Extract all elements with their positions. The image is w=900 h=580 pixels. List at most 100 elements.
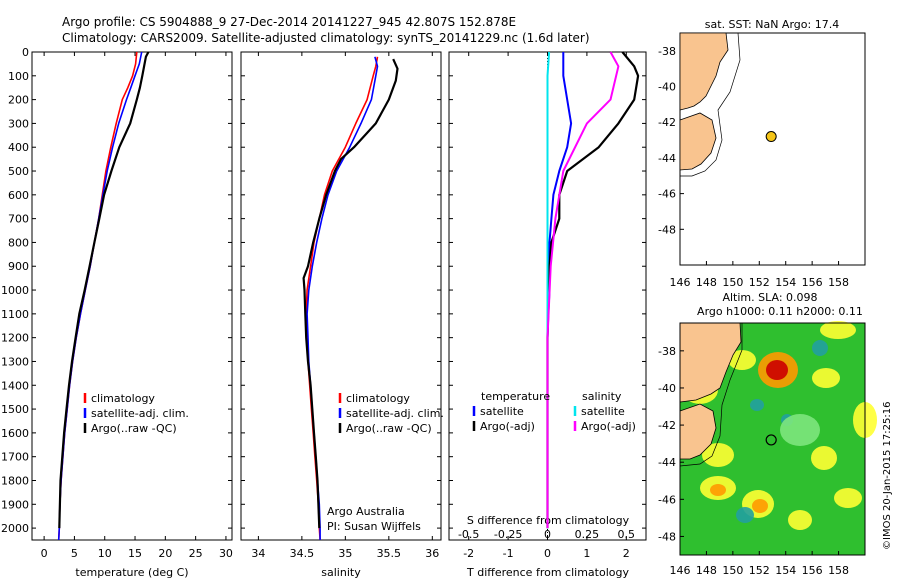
top-tick-label: -0.5 bbox=[458, 528, 479, 541]
map-y-tick-label: -42 bbox=[658, 419, 676, 432]
salinity-series-line bbox=[302, 58, 399, 529]
legend-label: Argo(..raw -QC) bbox=[346, 422, 432, 435]
top-tick-label: 0.5 bbox=[618, 528, 636, 541]
depth-tick-label: 600 bbox=[8, 189, 29, 202]
depth-tick-label: 1500 bbox=[1, 403, 29, 416]
map-y-tick-label: -46 bbox=[658, 493, 676, 506]
sst-map-title: sat. SST: NaN Argo: 17.4 bbox=[705, 18, 839, 31]
sla-map-title-2: Argo h1000: 0.11 h2000: 0.11 bbox=[697, 305, 863, 318]
x-tick-label: 0 bbox=[41, 547, 48, 560]
sla-anomaly-patch bbox=[766, 360, 788, 380]
temperature-plot-frame bbox=[31, 51, 233, 541]
mainland-shape bbox=[679, 322, 742, 403]
x-tick-label: -2 bbox=[463, 547, 474, 560]
legend-label: satellite bbox=[480, 405, 524, 418]
x-tick-label: 10 bbox=[98, 547, 112, 560]
x-tick-label: 5 bbox=[71, 547, 78, 560]
depth-tick-label: 100 bbox=[8, 70, 29, 83]
argo-position-marker bbox=[765, 434, 777, 446]
legend-label: satellite-adj. clim. bbox=[346, 407, 444, 420]
map-y-tick-label: -46 bbox=[658, 188, 676, 201]
depth-tick-label: 1400 bbox=[1, 379, 29, 392]
mainland-shape bbox=[679, 32, 729, 111]
x-tick-label: 34.5 bbox=[290, 547, 315, 560]
x-tick-label: 25 bbox=[189, 547, 203, 560]
bathymetry-contour bbox=[679, 323, 743, 467]
map-y-tick-label: -48 bbox=[658, 530, 676, 543]
sla-anomaly-patch bbox=[788, 510, 812, 530]
legend-group-title: temperature bbox=[481, 390, 550, 403]
salinity-panel: salinity Argo Australia PI: Susan Wijffe… bbox=[240, 51, 444, 579]
sla-anomaly-patch bbox=[752, 499, 768, 513]
map-x-tick-label: 156 bbox=[802, 276, 823, 289]
sst-map-panel: sat. SST: NaN Argo: 17.4 146 148 150 152 154… bbox=[658, 18, 866, 289]
salinity-note-1: Argo Australia bbox=[327, 505, 405, 518]
depth-tick-label: 1000 bbox=[1, 284, 29, 297]
sla-anomaly-patch bbox=[820, 321, 856, 339]
map-x-tick-label: 158 bbox=[828, 276, 849, 289]
sla-anomaly-patch bbox=[812, 368, 840, 388]
tasmania-shape bbox=[679, 112, 717, 171]
legend-label: Argo(-adj) bbox=[480, 420, 535, 433]
depth-tick-label: 700 bbox=[8, 213, 29, 226]
credit-text: ©IMOS 20-Jan-2015 17:25:16 bbox=[882, 402, 893, 550]
legend-label: climatology bbox=[91, 392, 155, 405]
x-tick-label: 1 bbox=[583, 547, 590, 560]
map-y-tick-label: -40 bbox=[658, 382, 676, 395]
map-x-tick-label: 150 bbox=[722, 564, 743, 577]
map-x-tick-label: 154 bbox=[775, 276, 796, 289]
depth-tick-label: 1800 bbox=[1, 474, 29, 487]
map-x-tick-label: 152 bbox=[749, 276, 770, 289]
map-x-tick-label: 148 bbox=[696, 276, 717, 289]
salinity-xlabel: salinity bbox=[321, 566, 361, 579]
sla-anomaly-patch bbox=[811, 446, 837, 470]
map-x-tick-label: 154 bbox=[775, 564, 796, 577]
depth-tick-label: 300 bbox=[8, 117, 29, 130]
difference-panel: T difference from climatology S differen… bbox=[448, 51, 647, 579]
temperature-series-line bbox=[58, 51, 150, 529]
salinity-plot-frame bbox=[240, 51, 442, 541]
depth-tick-label: 200 bbox=[8, 94, 29, 107]
map-y-tick-label: -38 bbox=[658, 45, 676, 58]
sla-anomaly-patch bbox=[780, 414, 820, 446]
legend-label: Argo(..raw -QC) bbox=[91, 422, 177, 435]
depth-tick-label: 1200 bbox=[1, 332, 29, 345]
sla-anomaly-patch bbox=[702, 443, 734, 467]
map-x-tick-label: 150 bbox=[722, 276, 743, 289]
map-x-tick-label: 148 bbox=[696, 564, 717, 577]
x-tick-label: 34 bbox=[251, 547, 265, 560]
legend-group-title: salinity bbox=[582, 390, 622, 403]
map-x-tick-label: 158 bbox=[828, 564, 849, 577]
top-tick-label: 0.25 bbox=[575, 528, 600, 541]
map-y-tick-label: -44 bbox=[658, 456, 676, 469]
difference-series-line bbox=[546, 51, 620, 529]
sla-map-title-1: Altim. SLA: 0.098 bbox=[722, 291, 817, 304]
map-x-tick-label: 146 bbox=[670, 564, 691, 577]
legend-label: satellite-adj. clim. bbox=[91, 407, 189, 420]
x-tick-label: 35 bbox=[338, 547, 352, 560]
map-y-tick-label: -44 bbox=[658, 152, 676, 165]
map-y-tick-label: -42 bbox=[658, 116, 676, 129]
x-tick-label: 15 bbox=[128, 547, 142, 560]
tasmania-shape bbox=[679, 403, 717, 460]
sla-map-panel: Altim. SLA: 0.098 Argo h1000: 0.11 h2000… bbox=[658, 291, 877, 577]
top-tick-label: 0 bbox=[544, 528, 551, 541]
x-tick-label: 2 bbox=[623, 547, 630, 560]
difference-xlabel: T difference from climatology bbox=[466, 566, 629, 579]
sla-anomaly-patch bbox=[750, 399, 764, 411]
x-tick-label: 35.5 bbox=[377, 547, 402, 560]
depth-tick-label: 400 bbox=[8, 141, 29, 154]
bathymetry-contour bbox=[680, 32, 741, 177]
x-tick-label: 20 bbox=[158, 547, 172, 560]
legend-label: climatology bbox=[346, 392, 410, 405]
x-tick-label: -1 bbox=[503, 547, 514, 560]
depth-tick-label: 900 bbox=[8, 260, 29, 273]
depth-tick-label: 1600 bbox=[1, 427, 29, 440]
sla-anomaly-patch bbox=[834, 488, 862, 508]
temperature-panel: temperature (deg C) 01002003004005006007… bbox=[1, 46, 233, 579]
sla-anomaly-patch bbox=[812, 340, 828, 356]
map-y-tick-label: -40 bbox=[658, 81, 676, 94]
legend-label: Argo(-adj) bbox=[581, 420, 636, 433]
depth-tick-label: 1300 bbox=[1, 355, 29, 368]
